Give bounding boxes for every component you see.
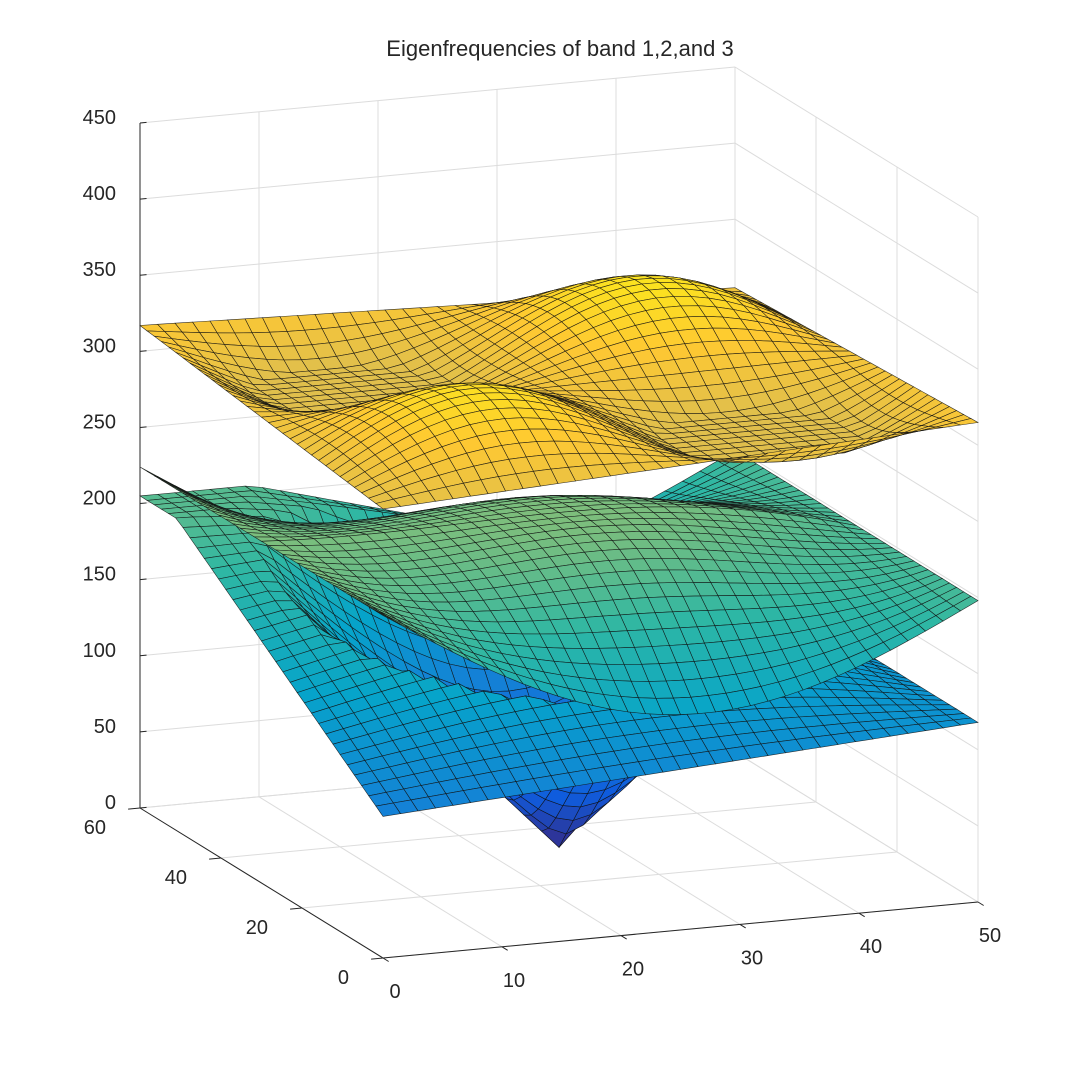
z-tick — [139, 730, 147, 733]
axes-front — [128, 121, 984, 962]
x-tick — [739, 923, 746, 929]
z-tick — [139, 121, 147, 124]
z-tick — [139, 426, 147, 428]
grid-line-wall-z — [139, 142, 736, 200]
grid-line-wall-z — [734, 218, 979, 370]
x-tick-label: 50 — [979, 925, 1001, 947]
z-tick-label: 300 — [83, 335, 116, 357]
y-tick — [290, 907, 303, 910]
x-tick — [501, 946, 508, 951]
grid-line-floor-y — [220, 801, 817, 859]
z-tick-label: 100 — [83, 640, 116, 662]
z-tick — [139, 578, 147, 581]
x-tick — [977, 901, 984, 906]
z-tick — [139, 654, 147, 657]
y-tick-label: 20 — [246, 917, 268, 939]
y-axis-line — [139, 807, 384, 959]
z-tick — [139, 806, 147, 809]
z-tick-label: 350 — [83, 259, 116, 281]
y-tick-label: 0 — [338, 967, 349, 989]
grid-line-wall-z — [734, 447, 979, 598]
surface-band-3-patch — [375, 498, 402, 510]
grid-line-floor-y — [301, 851, 898, 909]
x-tick-label: 10 — [503, 970, 525, 992]
z-tick — [139, 502, 147, 505]
y-tick — [371, 957, 384, 960]
z-tick-label: 150 — [83, 564, 116, 586]
tick-labels: 0 10 20 30 40 50 0 20 40 60 0 50 100 150 200 250 300 350 4… — [83, 107, 1002, 1003]
z-tick-label: 250 — [83, 411, 116, 433]
y-tick — [209, 857, 222, 860]
z-tick-label: 0 — [105, 792, 116, 814]
grid-line-wall-z — [139, 66, 736, 124]
y-tick — [128, 807, 141, 810]
x-tick-label: 30 — [741, 947, 763, 969]
z-tick-label: 450 — [83, 107, 116, 129]
grid-line-wall-z — [734, 751, 979, 903]
x-tick — [858, 912, 865, 918]
chart-title: Eigenfrequencies of band 1,2,and 3 — [386, 36, 733, 61]
z-tick-label: 400 — [83, 183, 116, 205]
grid-line-wall-z — [734, 142, 979, 294]
surface-band-1-patch — [375, 802, 402, 817]
z-tick-label: 50 — [94, 716, 116, 738]
grid-line-wall-z — [139, 218, 736, 276]
z-tick — [139, 197, 147, 200]
y-tick-label: 40 — [165, 867, 187, 889]
grid-line-wall-z — [734, 66, 979, 218]
x-tick — [382, 957, 389, 962]
grid-line-floor-x — [258, 796, 503, 948]
x-axis-line — [382, 901, 979, 959]
x-tick-label: 40 — [860, 936, 882, 958]
x-tick-label: 20 — [622, 959, 644, 981]
z-tick — [139, 350, 147, 352]
y-tick-label: 60 — [84, 817, 106, 839]
grid-line-floor-x — [615, 762, 860, 914]
surface-band-2-patch — [375, 610, 401, 626]
x-tick — [620, 935, 627, 940]
z-tick — [139, 274, 147, 276]
x-tick-label: 0 — [389, 981, 400, 1003]
z-tick-label: 200 — [83, 488, 116, 510]
surfaces — [139, 274, 979, 849]
